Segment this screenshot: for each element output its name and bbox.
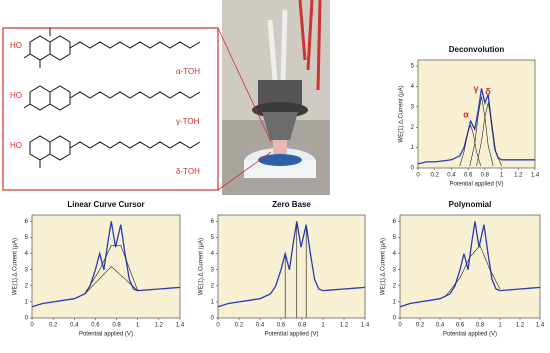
x-tick-label: 1	[321, 323, 325, 329]
series-line	[417, 88, 535, 165]
y-tick-label: 5	[211, 235, 215, 241]
chart-title: Polynomial	[449, 200, 492, 209]
x-tick-label: 0.2	[49, 323, 58, 329]
y-tick-label: 0	[211, 316, 215, 322]
photo	[222, 0, 330, 195]
structure-drawings	[23, 28, 201, 168]
y-tick-label: 5	[25, 235, 29, 241]
y-tick-label: 1	[393, 299, 397, 305]
structure-group: HO	[10, 141, 22, 150]
y-tick-label: 3	[25, 267, 29, 273]
chart-title: Linear Curve Cursor	[67, 200, 144, 209]
y-tick-label: 5	[411, 64, 415, 70]
series-line	[31, 221, 181, 308]
y-tick-label: 4	[393, 251, 397, 257]
x-tick-label: 0	[30, 323, 34, 329]
x-tick-label: 1.2	[155, 323, 164, 329]
x-tick-label: 0.4	[447, 173, 456, 179]
x-tick-label: 0.4	[436, 323, 445, 329]
series-line	[84, 266, 138, 295]
y-tick-label: 6	[25, 219, 29, 225]
y-tick-label: 2	[211, 283, 215, 289]
y-tick-label: 1	[411, 145, 415, 151]
series-line	[399, 221, 541, 308]
series-line	[444, 245, 501, 298]
y-tick-label: 6	[393, 219, 397, 225]
series-line	[459, 124, 481, 167]
y-axis-label: WE(1).∆.Current (µA)	[380, 238, 387, 295]
x-tick-label: 0.6	[277, 323, 286, 329]
x-tick-label: 0.4	[70, 323, 79, 329]
y-tick-label: 1	[25, 299, 29, 305]
y-tick-label: 2	[411, 125, 415, 131]
plot-area	[217, 214, 366, 319]
peak-label: γ	[473, 83, 478, 93]
x-tick-label: 0.8	[112, 323, 121, 329]
x-tick-label: 0.6	[91, 323, 100, 329]
y-tick-label: 1	[211, 299, 215, 305]
peak-label: δ	[485, 86, 491, 96]
x-tick-label: 0.2	[416, 323, 425, 329]
plot-area	[399, 214, 541, 319]
series-line	[476, 102, 502, 167]
series-line	[469, 96, 494, 167]
x-tick-label: 0	[398, 323, 402, 329]
plot-area	[31, 214, 181, 319]
y-tick-label: 5	[393, 235, 397, 241]
y-tick-label: 0	[411, 166, 415, 172]
x-tick-label: 0.4	[256, 323, 265, 329]
chart-title: Deconvolution	[449, 45, 505, 54]
y-axis-label: WE(1).∆.Current (µA)	[198, 238, 205, 295]
x-tick-label: 0.8	[298, 323, 307, 329]
y-tick-label: 4	[25, 251, 29, 257]
y-tick-label: 4	[411, 84, 415, 90]
x-tick-label: 1.4	[531, 173, 540, 179]
peak-label: α	[463, 109, 469, 119]
x-tick-label: 1.4	[176, 323, 185, 329]
y-axis-label: WE(1).∆.Current (µA)	[398, 85, 405, 142]
y-tick-label: 3	[411, 104, 415, 110]
structure-label: γ-TOH	[176, 117, 200, 126]
x-tick-label: 1.2	[514, 173, 523, 179]
x-tick-label: 1	[136, 323, 140, 329]
x-tick-label: 1	[500, 173, 504, 179]
series-line	[84, 245, 138, 295]
y-tick-label: 3	[211, 267, 215, 273]
chart-title: Zero Base	[272, 200, 311, 209]
y-tick-label: 2	[25, 283, 29, 289]
x-tick-label: 0.2	[431, 173, 440, 179]
y-tick-label: 4	[211, 251, 215, 257]
x-axis-label: Potential applied (V)	[264, 332, 318, 338]
x-tick-label: 0.6	[456, 323, 465, 329]
structure-box	[2, 27, 219, 191]
y-tick-label: 6	[211, 219, 215, 225]
x-tick-label: 0.2	[235, 323, 244, 329]
x-tick-label: 1	[498, 323, 502, 329]
plot-area	[417, 59, 536, 169]
x-axis-label: Potential applied (V)	[443, 332, 497, 338]
y-axis-label: WE(1).∆.Current (µA)	[12, 238, 19, 295]
series-line	[217, 221, 366, 308]
x-tick-label: 1.2	[340, 323, 349, 329]
x-tick-label: 0	[416, 173, 420, 179]
x-tick-label: 0.8	[476, 323, 485, 329]
x-axis-label: Potential applied (V)	[449, 182, 503, 188]
structure-label: α-TOH	[176, 67, 200, 76]
y-tick-label: 3	[393, 267, 397, 273]
structure-label: δ-TOH	[176, 167, 200, 176]
x-tick-label: 1.4	[361, 323, 370, 329]
y-tick-label: 0	[25, 316, 29, 322]
structure-group: HO	[10, 91, 22, 100]
x-tick-label: 0	[216, 323, 220, 329]
y-tick-label: 2	[393, 283, 397, 289]
x-tick-label: 1.4	[536, 323, 545, 329]
x-axis-label: Potential applied (V)	[79, 332, 133, 338]
x-tick-label: 0.8	[481, 173, 490, 179]
y-tick-label: 0	[393, 316, 397, 322]
x-tick-label: 0.6	[464, 173, 473, 179]
x-tick-label: 1.2	[516, 323, 525, 329]
structure-group: HO	[10, 41, 22, 50]
